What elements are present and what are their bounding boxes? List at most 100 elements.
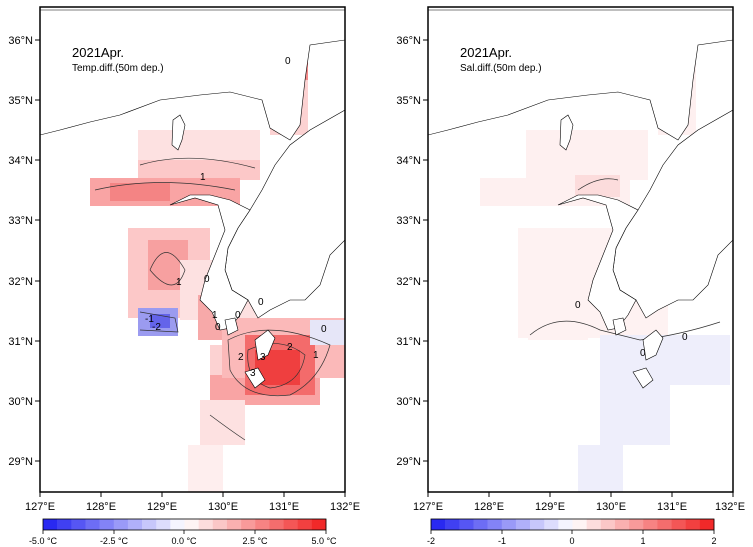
colorbar-segment bbox=[85, 519, 100, 530]
lon-tick-label: 132°E bbox=[330, 501, 360, 513]
contour-label: 1 bbox=[212, 310, 218, 321]
lat-tick-label: 34°N bbox=[8, 155, 33, 167]
temperature-field bbox=[40, 9, 345, 492]
lon-tick-label: 127°E bbox=[25, 501, 55, 513]
contour-label: 3 bbox=[250, 368, 256, 379]
colorbar-segment bbox=[699, 519, 715, 530]
colorbar-segment bbox=[184, 519, 199, 530]
contour-label: -2 bbox=[152, 322, 161, 333]
temperature-map-subtitle: Temp.diff.(50m dep.) bbox=[72, 63, 164, 74]
contour-label: 0 bbox=[321, 324, 327, 335]
colorbar-segment bbox=[156, 519, 171, 530]
colorbar-segment bbox=[629, 519, 644, 530]
contour-label: 3 bbox=[260, 352, 266, 363]
lon-tick-label: 128°E bbox=[86, 501, 116, 513]
lat-tick-label: 33°N bbox=[396, 215, 421, 227]
lat-tick-label: 33°N bbox=[8, 215, 33, 227]
colorbar-tick-label: 1 bbox=[640, 536, 645, 546]
salinity-map-ticks bbox=[423, 39, 734, 497]
lat-tick-label: 36°N bbox=[8, 35, 33, 47]
lat-tick-label: 29°N bbox=[396, 456, 421, 468]
salinity-field bbox=[428, 9, 733, 492]
colorbar-tick-label: 2 bbox=[711, 536, 716, 546]
salinity-map-title: 2021Apr. bbox=[460, 45, 512, 60]
lon-tick-label: 128°E bbox=[474, 501, 504, 513]
lon-tick-label: 129°E bbox=[535, 501, 565, 513]
colorbar-tick-label: -1 bbox=[498, 536, 506, 546]
colorbar-segment bbox=[600, 519, 616, 530]
colorbar-tick-label: -5.0 °C bbox=[29, 536, 58, 546]
lon-tick-label: 131°E bbox=[269, 501, 299, 513]
contour-label: 0 bbox=[235, 310, 241, 321]
colorbar-segment bbox=[226, 519, 242, 530]
colorbar-segment bbox=[614, 519, 630, 530]
salinity-lon-labels: 127°E 128°E 129°E 130°E 131°E 132°E bbox=[413, 501, 745, 513]
colorbar-segment bbox=[71, 519, 86, 530]
colorbar-segment bbox=[198, 519, 214, 530]
lat-tick-label: 35°N bbox=[8, 95, 33, 107]
lat-tick-label: 32°N bbox=[8, 276, 33, 288]
lat-tick-label: 32°N bbox=[396, 276, 421, 288]
lat-tick-label: 30°N bbox=[8, 396, 33, 408]
colorbar-segment bbox=[431, 519, 446, 530]
colorbar-segment bbox=[685, 519, 701, 530]
colorbar-segment bbox=[530, 519, 545, 530]
colorbar-segment bbox=[445, 519, 460, 530]
lon-tick-label: 131°E bbox=[657, 501, 687, 513]
colorbar-segment bbox=[473, 519, 488, 530]
colorbar-tick-label: 2.5 °C bbox=[242, 536, 268, 546]
temperature-lat-labels: 36°N 35°N 34°N 33°N 32°N 31°N 30°N 29°N bbox=[8, 35, 33, 468]
colorbar-segment bbox=[43, 519, 58, 530]
temperature-map-frame bbox=[39, 6, 346, 493]
colorbar-segment bbox=[255, 519, 270, 530]
colorbar-segment bbox=[142, 519, 157, 530]
lon-tick-label: 130°E bbox=[208, 501, 238, 513]
colorbar-segment bbox=[269, 519, 284, 530]
contour-label: 0 bbox=[215, 322, 221, 333]
contour-label: -1 bbox=[145, 314, 154, 325]
salinity-map-subtitle: Sal.diff.(50m dep.) bbox=[460, 63, 542, 74]
colorbar-segment bbox=[311, 519, 327, 530]
colorbar-segment bbox=[241, 519, 256, 530]
lat-tick-label: 35°N bbox=[396, 95, 421, 107]
colorbar-tick-label: 0 bbox=[569, 536, 574, 546]
colorbar-tick-label: -2.5 °C bbox=[100, 536, 129, 546]
contour-label: 1 bbox=[200, 172, 206, 183]
contour-label: 2 bbox=[287, 342, 293, 353]
salinity-map-panel: 127°E 128°E 129°E 130°E 131°E 132°E 36°N… bbox=[396, 6, 745, 546]
lon-tick-label: 132°E bbox=[715, 501, 745, 513]
colorbar-segment bbox=[459, 519, 474, 530]
contour-label: 1 bbox=[313, 350, 319, 361]
contour-label: 1 bbox=[176, 277, 182, 288]
colorbar-segment bbox=[643, 519, 658, 530]
colorbar-tick-label: 0.0 °C bbox=[171, 536, 197, 546]
salinity-lat-labels: 36°N 35°N 34°N 33°N 32°N 31°N 30°N 29°N bbox=[396, 35, 421, 468]
contour-label: 0 bbox=[258, 297, 264, 308]
salinity-contour-labels: 0 0 0 bbox=[575, 300, 688, 359]
temperature-map-ticks bbox=[35, 39, 346, 497]
colorbar-tick-label: 5.0 °C bbox=[311, 536, 337, 546]
colorbar-segment bbox=[487, 519, 503, 530]
contour-label: 0 bbox=[204, 274, 210, 285]
temperature-contour-labels: 0 1 1 0 1 0 0 -1 -2 0 2 3 2 1 0 3 bbox=[145, 56, 327, 379]
lon-tick-label: 130°E bbox=[596, 501, 626, 513]
lat-tick-label: 36°N bbox=[396, 35, 421, 47]
colorbar-segment bbox=[170, 519, 185, 530]
colorbar-segment bbox=[99, 519, 115, 530]
temperature-map-title: 2021Apr. bbox=[72, 45, 124, 60]
lat-tick-label: 29°N bbox=[8, 456, 33, 468]
colorbar-segment bbox=[57, 519, 72, 530]
lon-tick-label: 129°E bbox=[147, 501, 177, 513]
colorbar-segment bbox=[586, 519, 602, 530]
colorbar-segment bbox=[113, 519, 129, 530]
contour-label: 0 bbox=[285, 56, 291, 67]
temperature-colorbar: -5.0 °C -2.5 °C 0.0 °C 2.5 °C 5.0 °C bbox=[29, 518, 337, 546]
lon-tick-label: 127°E bbox=[413, 501, 443, 513]
colorbar-segment bbox=[657, 519, 672, 530]
colorbar-segment bbox=[212, 519, 228, 530]
colorbar-segment bbox=[283, 519, 298, 530]
colorbar-segment bbox=[297, 519, 313, 530]
temperature-map-panel: 127°E 128°E 129°E 130°E 131°E 132°E 36°N… bbox=[8, 6, 360, 546]
contour-label: 2 bbox=[238, 352, 244, 363]
